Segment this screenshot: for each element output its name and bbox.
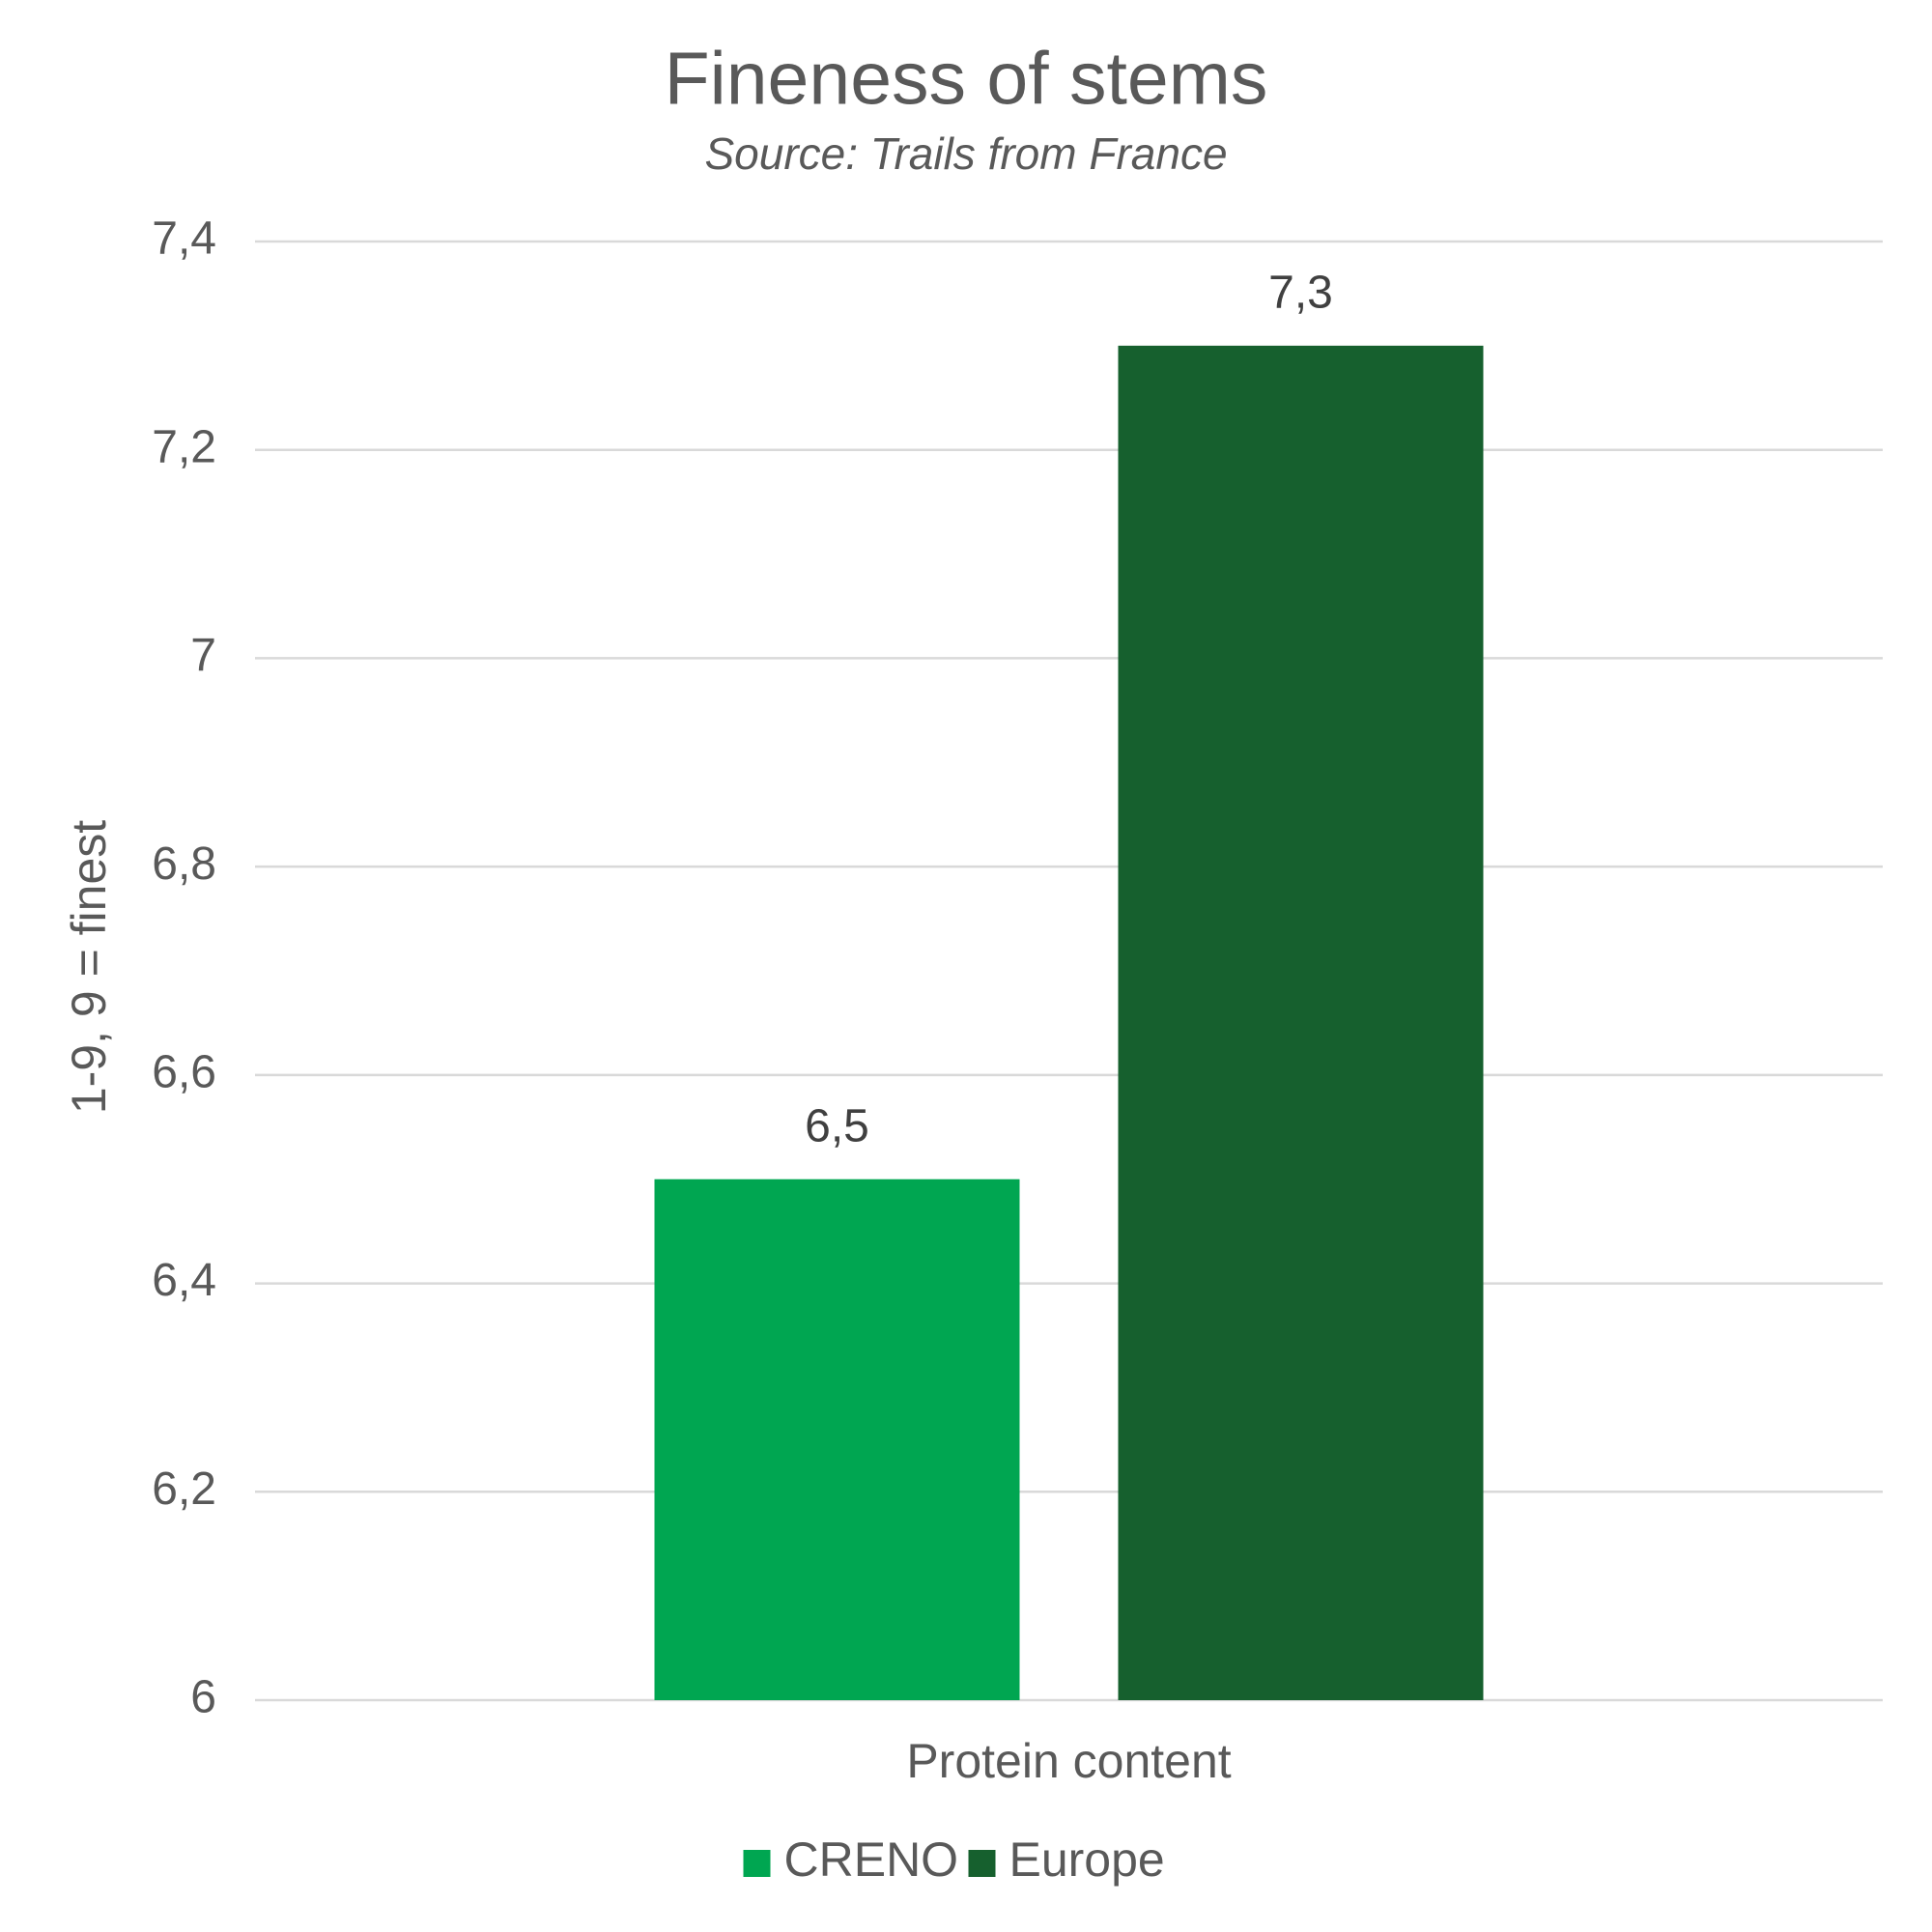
y-tick-label: 6,6 [152,1047,216,1098]
y-tick-label: 7 [190,630,216,681]
x-tick-label: Protein content [906,1734,1231,1788]
data-label: 6,5 [805,1100,869,1151]
legend-swatch [968,1850,996,1877]
chart-subtitle: Source: Trails from France [704,128,1227,179]
y-tick-label: 7,4 [152,213,216,265]
legend-swatch [743,1850,771,1877]
y-tick-label: 7,2 [152,421,216,472]
y-tick-label: 6,2 [152,1463,216,1515]
legend-label: CRENO [784,1833,959,1887]
bar [654,1179,1020,1700]
chart-title: Fineness of stems [665,37,1268,120]
y-tick-label: 6,8 [152,838,216,890]
data-label: 7,3 [1268,268,1333,319]
y-tick-label: 6 [190,1672,216,1723]
y-tick-label: 6,4 [152,1255,216,1306]
bar [1118,345,1484,1700]
legend-label: Europe [1009,1833,1165,1887]
y-axis-title: 1-9, 9 = finest [62,820,116,1114]
